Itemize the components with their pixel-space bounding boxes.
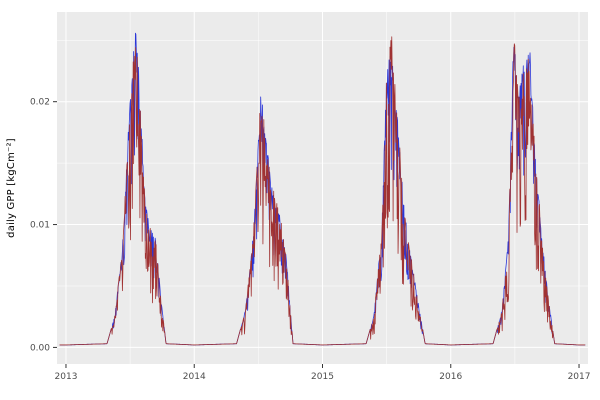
x-tick-label: 2016 (439, 372, 462, 382)
series-red (59, 36, 586, 346)
x-tick-label: 2015 (311, 372, 334, 382)
y-tick-label: 0.00 (30, 343, 50, 353)
x-tick-label: 2013 (55, 372, 78, 382)
x-tick-label: 2014 (183, 372, 206, 382)
y-tick-label: 0.02 (30, 98, 50, 108)
y-tick-label: 0.01 (30, 221, 50, 231)
x-tick-label: 2017 (568, 372, 591, 382)
